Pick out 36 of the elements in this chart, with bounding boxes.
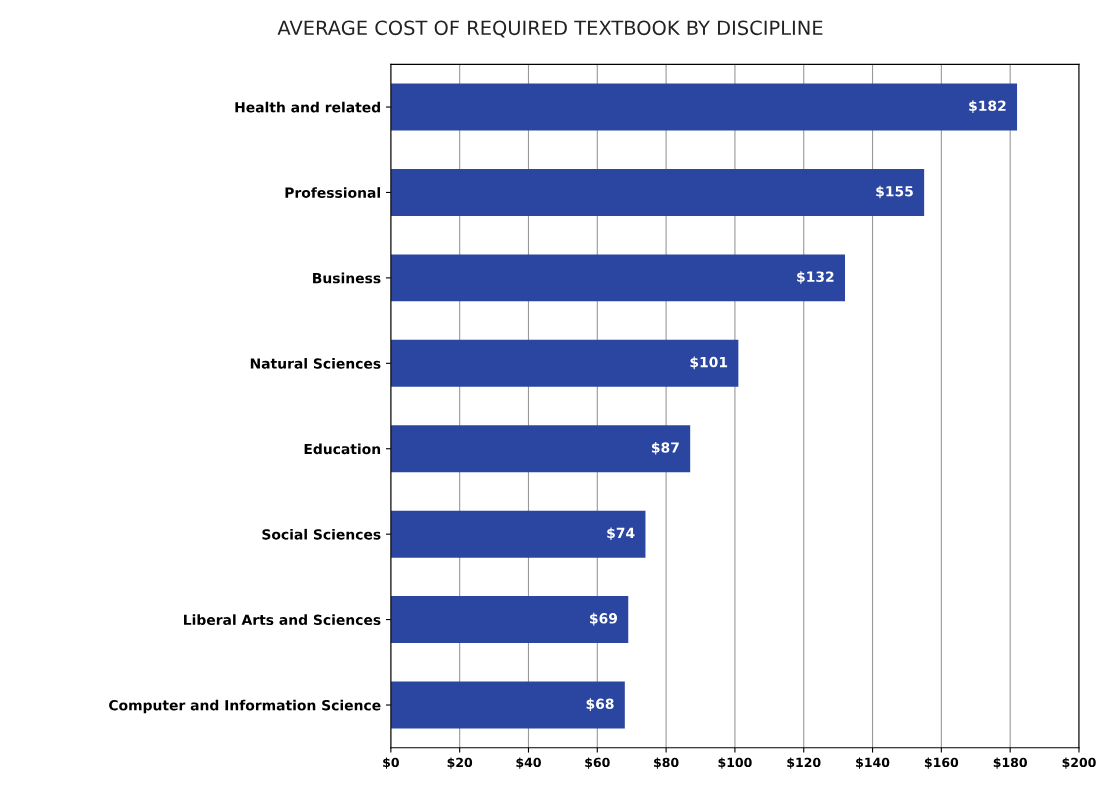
- data-label: $132: [797, 271, 834, 284]
- data-label: $74: [607, 527, 635, 541]
- y-tick-label: Liberal Arts and Sciences: [184, 614, 381, 626]
- bar: [390, 425, 691, 473]
- y-tick-label: Business: [313, 272, 381, 284]
- y-tick-label: Health and related: [235, 101, 380, 113]
- x-tick-label: $0: [383, 757, 399, 769]
- bar: [390, 339, 739, 387]
- chart-title: AVERAGE COST OF REQUIRED TEXTBOOK BY DISCIPLINE: [277, 20, 823, 38]
- x-tick-label: $140: [856, 757, 890, 769]
- x-tick-label: $160: [924, 757, 959, 769]
- data-label: $68: [586, 698, 614, 711]
- y-tick-label: Professional: [285, 187, 380, 198]
- data-label: $101: [690, 356, 728, 370]
- bar: [390, 681, 625, 729]
- bar: [390, 510, 646, 558]
- data-label: $69: [590, 612, 618, 626]
- y-tick-label: Social Sciences: [262, 528, 381, 540]
- bar: [390, 254, 846, 302]
- y-tick-label: Natural Sciences: [250, 358, 381, 369]
- x-tick-label: $40: [516, 757, 541, 769]
- data-label: $87: [651, 442, 679, 455]
- y-tick-label: Computer and Information Science: [109, 699, 381, 714]
- bar: [390, 83, 1018, 131]
- data-label: $182: [969, 100, 1006, 113]
- x-tick-label: $80: [654, 757, 679, 769]
- bar: [390, 596, 629, 644]
- x-tick-label: $180: [993, 757, 1027, 769]
- x-tick-label: $100: [718, 757, 752, 769]
- x-tick-label: $120: [787, 757, 821, 769]
- x-tick-label: $20: [447, 757, 473, 769]
- x-tick-label: $200: [1062, 757, 1096, 769]
- y-tick-label: Education: [304, 443, 381, 455]
- bar: [390, 168, 925, 216]
- data-label: $155: [876, 185, 913, 199]
- x-tick-label: $60: [585, 757, 610, 769]
